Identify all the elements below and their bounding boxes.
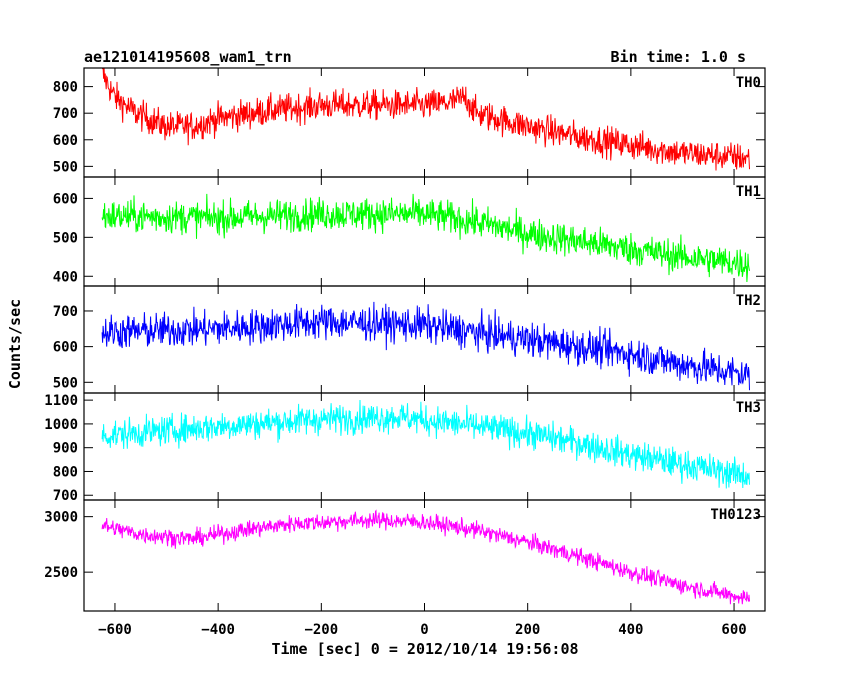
y-tick-label: 1100 xyxy=(44,393,78,409)
panel-th2: 500 600 700 TH2 xyxy=(53,285,766,394)
x-tick-label: −600 xyxy=(98,622,132,638)
panel-frame xyxy=(83,285,766,394)
chart-title: ae121014195608_wam1_trn xyxy=(84,48,292,66)
panel-th1: 400 500 600 TH1 xyxy=(53,176,766,287)
panel-label: TH2 xyxy=(736,293,761,309)
y-tick-label: 800 xyxy=(53,80,78,96)
panel-th0123: 2500 3000 TH0123 xyxy=(44,499,766,612)
panel-th0: 500 600 700 800 TH0 xyxy=(53,67,766,178)
x-axis-label: Time [sec] 0 = 2012/10/14 19:56:08 xyxy=(271,640,578,658)
panel-th3: 700 800 900 1000 1100 TH3 xyxy=(44,392,766,504)
panel-label: TH0123 xyxy=(710,507,761,523)
series-line-th1 xyxy=(101,193,750,283)
y-tick-label: 500 xyxy=(53,230,78,246)
y-tick-label: 500 xyxy=(53,159,78,175)
panel-label: TH3 xyxy=(736,400,761,416)
x-tick-label: −200 xyxy=(304,622,338,638)
y-tick-label: 700 xyxy=(53,304,78,320)
panel-label: TH0 xyxy=(736,75,761,91)
bin-time-label: Bin time: 1.0 s xyxy=(611,48,746,66)
panel-frame xyxy=(83,392,766,501)
x-tick-label: 200 xyxy=(515,622,540,638)
x-tick-label: 400 xyxy=(618,622,643,638)
y-tick-label: 600 xyxy=(53,133,78,149)
x-axis: −600 −400 −200 0 200 400 600 xyxy=(98,622,747,638)
y-tick-label: 700 xyxy=(53,488,78,504)
y-tick-label: 3000 xyxy=(44,510,78,526)
y-axis-label: Counts/sec xyxy=(6,299,24,389)
x-tick-label: 600 xyxy=(721,622,746,638)
x-tick-label: −400 xyxy=(201,622,235,638)
y-tick-label: 900 xyxy=(53,441,78,457)
x-tick-label: 0 xyxy=(420,622,428,638)
series-line-th0123 xyxy=(101,509,750,605)
y-tick-label: 2500 xyxy=(44,565,78,581)
y-tick-label: 400 xyxy=(53,269,78,285)
y-tick-label: 1000 xyxy=(44,417,78,433)
y-tick-label: 800 xyxy=(53,464,78,480)
y-tick-label: 600 xyxy=(53,340,78,356)
y-tick-label: 600 xyxy=(53,191,78,207)
series-line-th3 xyxy=(101,399,750,489)
panel-label: TH1 xyxy=(736,184,761,200)
panels-group: 500 600 700 800 TH0 400 500 600 TH1 500 600 700 TH2 7… xyxy=(44,67,766,612)
series-line-th2 xyxy=(101,301,750,391)
y-tick-label: 500 xyxy=(53,375,78,391)
y-tick-label: 700 xyxy=(53,106,78,122)
series-line-th0 xyxy=(101,68,750,171)
panel-frame xyxy=(83,499,766,612)
